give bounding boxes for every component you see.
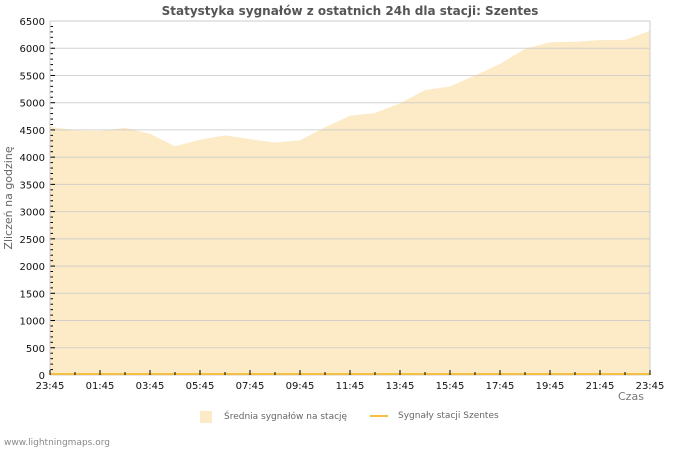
average-area — [50, 30, 650, 376]
legend-item-station: Sygnały stacji Szentes — [370, 411, 499, 421]
x-tick-label: 23:45 — [636, 381, 665, 392]
x-tick-label: 15:45 — [436, 381, 465, 392]
y-tick-label: 4000 — [20, 153, 45, 164]
chart-title: Statystyka sygnałów z ostatnich 24h dla … — [161, 4, 539, 18]
y-tick-label: 0 — [39, 371, 45, 382]
y-tick-label: 5000 — [20, 99, 45, 110]
x-tick-label: 09:45 — [286, 381, 315, 392]
x-tick-label: 11:45 — [336, 381, 365, 392]
x-tick-label: 07:45 — [236, 381, 265, 392]
y-tick-label: 1500 — [20, 289, 45, 300]
y-tick-label: 6000 — [20, 44, 45, 55]
footer-link[interactable]: www.lightningmaps.org — [4, 438, 110, 448]
x-tick-label: 21:45 — [586, 381, 615, 392]
area-swatch-icon — [200, 411, 212, 423]
legend-item-average: Średnia sygnałów na stację — [200, 411, 347, 423]
y-tick-label: 3500 — [20, 180, 45, 191]
y-tick-label: 2500 — [20, 235, 45, 246]
y-axis-label: Zliczeń na godzinę — [2, 146, 15, 249]
y-tick-label: 1000 — [20, 317, 45, 328]
x-tick-label: 19:45 — [536, 381, 565, 392]
x-tick-label: 05:45 — [186, 381, 215, 392]
x-tick-label: 23:45 — [36, 381, 65, 392]
x-axis-label: Czas — [618, 390, 644, 403]
legend-label-station: Sygnały stacji Szentes — [398, 411, 499, 421]
x-tick-label: 03:45 — [136, 381, 165, 392]
y-tick-label: 5500 — [20, 71, 45, 82]
y-tick-label: 4500 — [20, 126, 45, 137]
y-tick-label: 500 — [26, 344, 45, 355]
y-tick-label: 6500 — [20, 17, 45, 28]
x-tick-label: 01:45 — [86, 381, 115, 392]
y-tick-label: 3000 — [20, 208, 45, 219]
x-tick-label: 17:45 — [486, 381, 515, 392]
x-tick-label: 13:45 — [386, 381, 415, 392]
legend-label-average: Średnia sygnałów na stację — [224, 412, 348, 422]
y-tick-label: 2000 — [20, 262, 45, 273]
line-swatch-icon — [370, 415, 388, 417]
